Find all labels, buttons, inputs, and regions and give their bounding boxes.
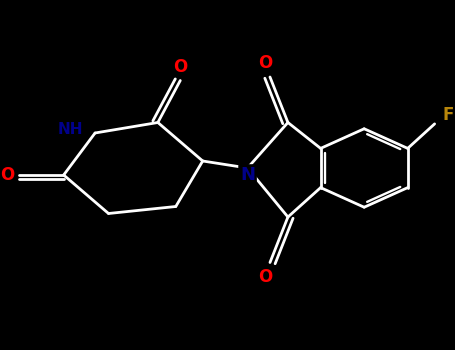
Text: O: O — [258, 54, 273, 72]
Text: F: F — [442, 106, 454, 124]
Text: NH: NH — [58, 122, 83, 137]
Text: O: O — [0, 166, 15, 184]
Text: N: N — [240, 166, 255, 184]
Text: O: O — [173, 57, 187, 76]
Text: O: O — [258, 267, 273, 286]
